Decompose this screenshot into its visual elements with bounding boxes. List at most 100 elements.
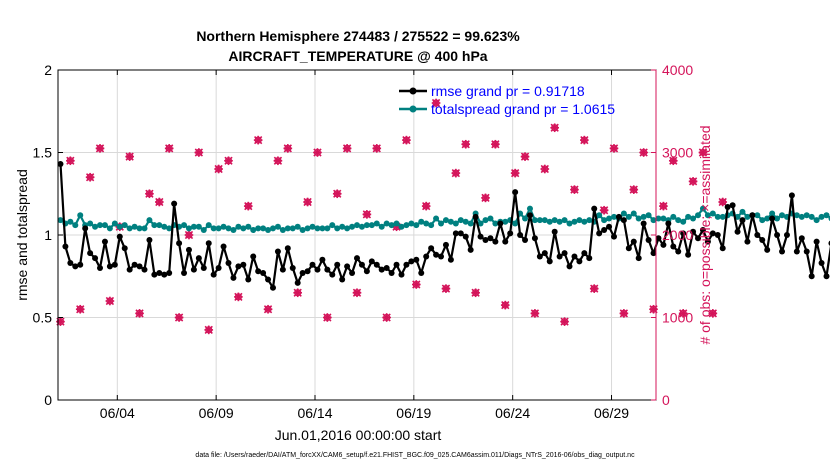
rmse-point xyxy=(314,266,321,273)
spread-point xyxy=(650,217,657,224)
obs-assimilated-point xyxy=(520,152,530,161)
rmse-point xyxy=(685,251,692,258)
obs-assimilated-point xyxy=(639,148,648,157)
rmse-point xyxy=(606,223,613,230)
spread-point xyxy=(739,208,746,215)
obs-assimilated-point xyxy=(649,304,658,314)
spread-point xyxy=(438,220,445,227)
legend-rmse-marker xyxy=(409,87,417,95)
rmse-point xyxy=(225,260,232,267)
rmse-point xyxy=(151,271,158,278)
rmse-point xyxy=(62,243,69,250)
obs-assimilated-point xyxy=(510,168,520,178)
spread-point xyxy=(245,223,252,230)
obs-assimilated-point xyxy=(411,280,421,289)
spread-point xyxy=(452,220,459,227)
spread-point xyxy=(215,225,222,232)
rmse-point xyxy=(670,243,677,250)
spread-point xyxy=(304,225,311,232)
rmse-point xyxy=(200,265,207,271)
rmse-point xyxy=(526,212,533,219)
rmse-point xyxy=(467,246,474,253)
spread-point xyxy=(596,212,603,219)
spread-point xyxy=(67,218,74,225)
rmse-point xyxy=(433,251,440,258)
spread-point xyxy=(477,220,484,227)
spread-point xyxy=(813,217,820,224)
spread-point xyxy=(531,217,538,224)
rmse-point xyxy=(512,189,519,196)
rmse-point xyxy=(596,230,603,237)
spread-point xyxy=(368,222,375,229)
spread-point xyxy=(660,215,667,222)
rmse-point xyxy=(215,265,222,271)
obs-assimilated-point xyxy=(194,148,204,157)
spread-point xyxy=(571,218,578,225)
spread-point xyxy=(719,213,726,220)
spread-point xyxy=(408,220,415,227)
spread-point xyxy=(526,205,533,212)
spread-point xyxy=(803,212,810,219)
spread-point xyxy=(235,223,242,230)
rmse-point xyxy=(403,261,410,268)
spread-point xyxy=(522,215,529,222)
rmse-point xyxy=(255,268,262,275)
y-right-tick-label: 2000 xyxy=(662,227,693,243)
obs-assimilated-point xyxy=(589,284,599,293)
spread-point xyxy=(685,213,692,220)
spread-point xyxy=(354,222,360,229)
spread-point xyxy=(610,213,617,220)
spread-point xyxy=(769,210,776,217)
rmse-point xyxy=(457,230,464,237)
rmse-point xyxy=(566,263,573,270)
rmse-point xyxy=(235,263,242,270)
x-tick-label: 06/09 xyxy=(199,405,234,421)
y-axis-left-label: rmse and totalspread xyxy=(14,169,30,301)
rmse-point xyxy=(452,230,459,237)
spread-point xyxy=(151,222,158,229)
rmse-point xyxy=(581,250,588,257)
rmse-point xyxy=(230,274,237,281)
rmse-point xyxy=(210,271,217,278)
spread-point xyxy=(695,212,702,219)
rmse-point xyxy=(378,266,385,273)
obs-assimilated-point xyxy=(688,177,698,186)
rmse-point xyxy=(675,248,682,255)
spread-point xyxy=(556,218,563,225)
legend-spread-label: totalspread grand pr = 1.0615 xyxy=(431,101,615,117)
spread-point xyxy=(344,225,351,232)
obs-assimilated-point xyxy=(421,201,431,211)
obs-assimilated-point xyxy=(629,185,639,194)
spread-point xyxy=(709,210,716,217)
rmse-point xyxy=(704,238,711,245)
rmse-point xyxy=(418,269,425,276)
spread-point xyxy=(818,213,825,220)
x-tick-label: 06/04 xyxy=(100,405,135,421)
spread-point xyxy=(156,222,163,229)
spread-point xyxy=(680,218,687,225)
spread-point xyxy=(645,212,652,219)
spread-point xyxy=(131,223,138,230)
rmse-point xyxy=(798,235,805,242)
rmse-point xyxy=(744,238,751,245)
rmse-point xyxy=(536,253,543,260)
obs-assimilated-point xyxy=(451,168,461,178)
obs-assimilated-point xyxy=(540,164,550,174)
spread-point xyxy=(230,227,237,234)
x-axis-ticks: 06/04 06/09 06/14 06/19 06/24 06/29 xyxy=(100,70,629,421)
spread-point xyxy=(428,222,435,229)
spread-point xyxy=(823,212,830,219)
rmse-point xyxy=(610,233,617,240)
spread-point xyxy=(447,218,454,225)
rmse-point xyxy=(195,255,202,262)
obs-assimilated-point xyxy=(174,313,184,322)
rmse-point xyxy=(274,248,281,255)
spread-point xyxy=(97,222,104,229)
obs-assimilated-point xyxy=(678,309,688,318)
y-right-tick-label: 1000 xyxy=(662,310,693,326)
spread-point xyxy=(324,225,331,232)
rmse-point xyxy=(181,269,188,276)
spread-point xyxy=(798,213,805,220)
spread-point xyxy=(779,212,786,219)
